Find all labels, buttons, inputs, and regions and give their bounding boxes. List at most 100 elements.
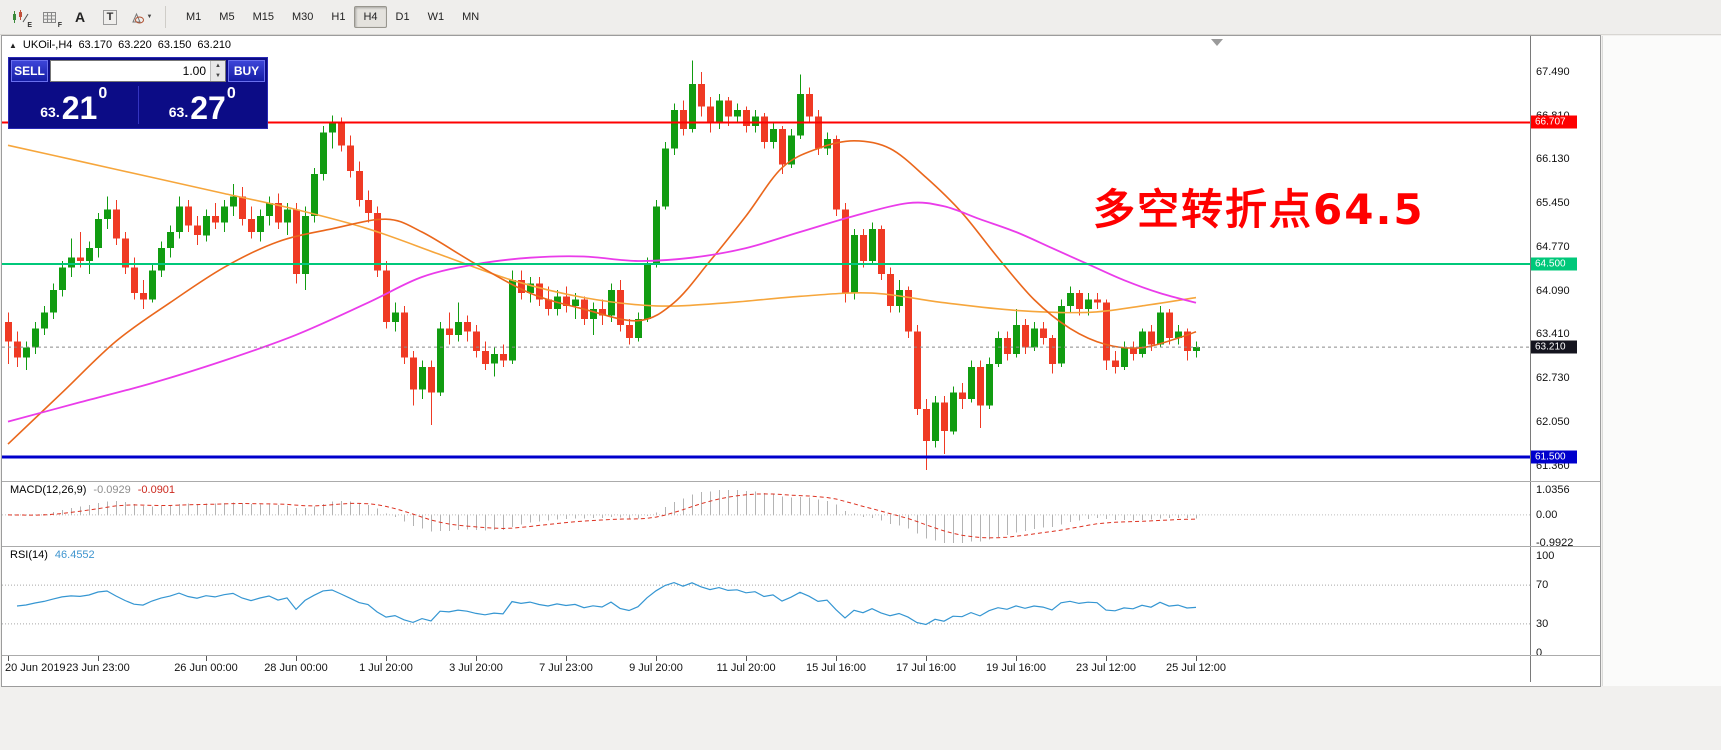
candlesticks: [5, 60, 1200, 470]
ma-magenta: [7, 201, 1197, 423]
chart-annotation: 多空转折点64.5: [1093, 185, 1425, 234]
macd-histogram: [17, 490, 1197, 543]
indicator-chart-icon-button[interactable]: E: [6, 4, 34, 30]
time-axis-label: 19 Jul 16:00: [986, 662, 1046, 674]
timeframe-button-D1[interactable]: D1: [387, 6, 419, 28]
timeframe-button-M30[interactable]: M30: [283, 6, 322, 28]
price-axis-tick: 63.410: [1536, 328, 1570, 341]
main-toolbar: E F A T ▼ M1 M5 M15 M30 H1 H4 D1 W1 MN: [0, 0, 1721, 35]
icon-subscript-f: F: [57, 22, 62, 29]
macd-indicator-label: MACD(12,26,9) -0.0929 -0.0901: [10, 484, 175, 496]
time-axis-label: 20 Jun 2019: [5, 662, 66, 674]
volume-decrement-button[interactable]: ▼: [211, 71, 225, 81]
timeframe-button-M15[interactable]: M15: [244, 6, 283, 28]
shapes-icon: [131, 12, 144, 23]
ohlc-close: 63.210: [197, 39, 232, 51]
price-chart-canvas[interactable]: [2, 36, 1530, 682]
rsi-axis-level: 70: [1536, 579, 1549, 592]
volume-field: ▲ ▼: [50, 60, 226, 82]
macd-name: MACD(12,26,9): [10, 484, 87, 496]
pane-separator[interactable]: [2, 546, 1600, 547]
price-axis-tick: 64.770: [1536, 240, 1570, 253]
bid-price-display[interactable]: 63. 21 0: [11, 84, 137, 126]
ask-price-display[interactable]: 63. 27 0: [140, 84, 266, 126]
price-axis[interactable]: 67.49066.81066.13065.45064.77064.09063.4…: [1530, 36, 1600, 682]
time-axis-label: 7 Jul 23:00: [539, 662, 593, 674]
bid-price-prefix: 63.: [40, 104, 60, 120]
ohlc-open: 63.170: [78, 39, 113, 51]
price-axis-tick: 67.490: [1536, 66, 1570, 78]
macd-signal-value: -0.0901: [137, 484, 176, 496]
macd-axis-min: -0.9922: [1536, 537, 1574, 549]
timeframe-button-H1[interactable]: H1: [322, 6, 354, 28]
time-axis-label: 9 Jul 20:00: [629, 662, 683, 674]
chart-shift-marker[interactable]: [1211, 39, 1223, 46]
time-axis-label: 28 Jun 00:00: [264, 662, 328, 674]
timeframe-button-M1[interactable]: M1: [177, 6, 210, 28]
caret-up-icon: ▲: [215, 63, 221, 69]
ohlc-readout: ▲ UKOil-,H4 63.170 63.220 63.150 63.210: [9, 39, 231, 51]
price-axis-tick: 62.730: [1536, 371, 1570, 384]
price-tag-61.500: 61.500: [1531, 450, 1577, 464]
ma-gold: [7, 144, 1197, 314]
trade-panel-toggle-icon[interactable]: ▲: [9, 40, 17, 50]
price-axis-tick: 65.450: [1536, 197, 1570, 210]
time-axis-label: 11 Jul 20:00: [716, 662, 776, 674]
ohlc-low: 63.150: [157, 39, 192, 51]
data-grid-icon-button[interactable]: F: [36, 4, 64, 30]
indicator-chart-icon: [13, 9, 29, 23]
volume-increment-button[interactable]: ▲: [211, 61, 225, 71]
timeframe-button-W1[interactable]: W1: [419, 6, 454, 28]
chart-window: 67.49066.81066.13065.45064.77064.09063.4…: [2, 36, 1600, 686]
panel-divider: [137, 86, 139, 124]
time-axis-label: 1 Jul 20:00: [359, 662, 413, 674]
right-panel-area: [1602, 36, 1721, 686]
rsi-name: RSI(14): [10, 549, 48, 561]
bid-price-main: 21: [61, 90, 98, 126]
time-axis-label: 15 Jul 16:00: [806, 662, 866, 674]
rsi-axis-level: 30: [1536, 617, 1549, 630]
symbol-timeframe-label: UKOil-,H4: [22, 39, 73, 51]
price-axis-tick: 64.090: [1536, 284, 1570, 297]
rsi-axis-level: 0: [1536, 647, 1543, 659]
time-axis[interactable]: 20 Jun 2019 23 Jun 23:00 26 Jun 00:00 28 Ju…: [2, 655, 1530, 682]
rsi-value: 46.4552: [54, 549, 95, 561]
shapes-icon-button[interactable]: ▼: [126, 4, 154, 30]
rsi-indicator-label: RSI(14) 46.4552: [10, 549, 95, 561]
text-box-icon-button[interactable]: T: [96, 4, 124, 30]
one-click-trading-panel: SELL ▲ ▼ BUY 63. 21 0 63.: [8, 57, 268, 129]
timeframe-toolbar: M1 M5 M15 M30 H1 H4 D1 W1 MN: [177, 6, 488, 28]
pane-separator[interactable]: [2, 481, 1600, 482]
macd-signal-line: [7, 493, 1197, 539]
ohlc-high: 63.220: [118, 39, 152, 51]
time-axis-label: 25 Jul 12:00: [1166, 662, 1226, 674]
ma-orangered: [7, 139, 1197, 445]
timeframe-button-M5[interactable]: M5: [210, 6, 243, 28]
price-tag-66.707: 66.707: [1531, 115, 1577, 129]
ask-price-prefix: 63.: [168, 104, 189, 120]
macd-axis-max: 1.0356: [1536, 484, 1570, 496]
rsi-axis-level: 100: [1536, 550, 1555, 562]
timeframe-button-MN[interactable]: MN: [453, 6, 488, 28]
sell-button[interactable]: SELL: [11, 60, 48, 82]
macd-main-value: -0.0929: [93, 484, 131, 496]
time-axis-label: 17 Jul 16:00: [896, 662, 956, 674]
volume-input[interactable]: [51, 61, 210, 81]
text-box-icon: T: [102, 9, 118, 25]
icon-subscript-e: E: [27, 22, 32, 29]
price-axis-tick: 62.050: [1536, 415, 1570, 428]
timeframe-button-H4[interactable]: H4: [354, 6, 387, 28]
toolbar-separator: [165, 6, 166, 28]
rsi-line: [16, 581, 1197, 626]
chevron-down-icon: ▼: [146, 14, 153, 20]
pane-separator[interactable]: [2, 655, 1600, 656]
text-label-icon-button[interactable]: A: [66, 4, 94, 30]
time-axis-label: 23 Jul 12:00: [1076, 662, 1136, 674]
time-axis-label: 26 Jun 00:00: [174, 662, 238, 674]
ask-price-main: 27: [190, 90, 226, 126]
bid-price-tag: 63.210: [1531, 340, 1577, 354]
time-axis-label: 23 Jun 23:00: [66, 662, 130, 674]
time-axis-label: 3 Jul 20:00: [449, 662, 503, 674]
price-tag-64.500: 64.500: [1531, 257, 1577, 271]
buy-button[interactable]: BUY: [228, 60, 265, 82]
